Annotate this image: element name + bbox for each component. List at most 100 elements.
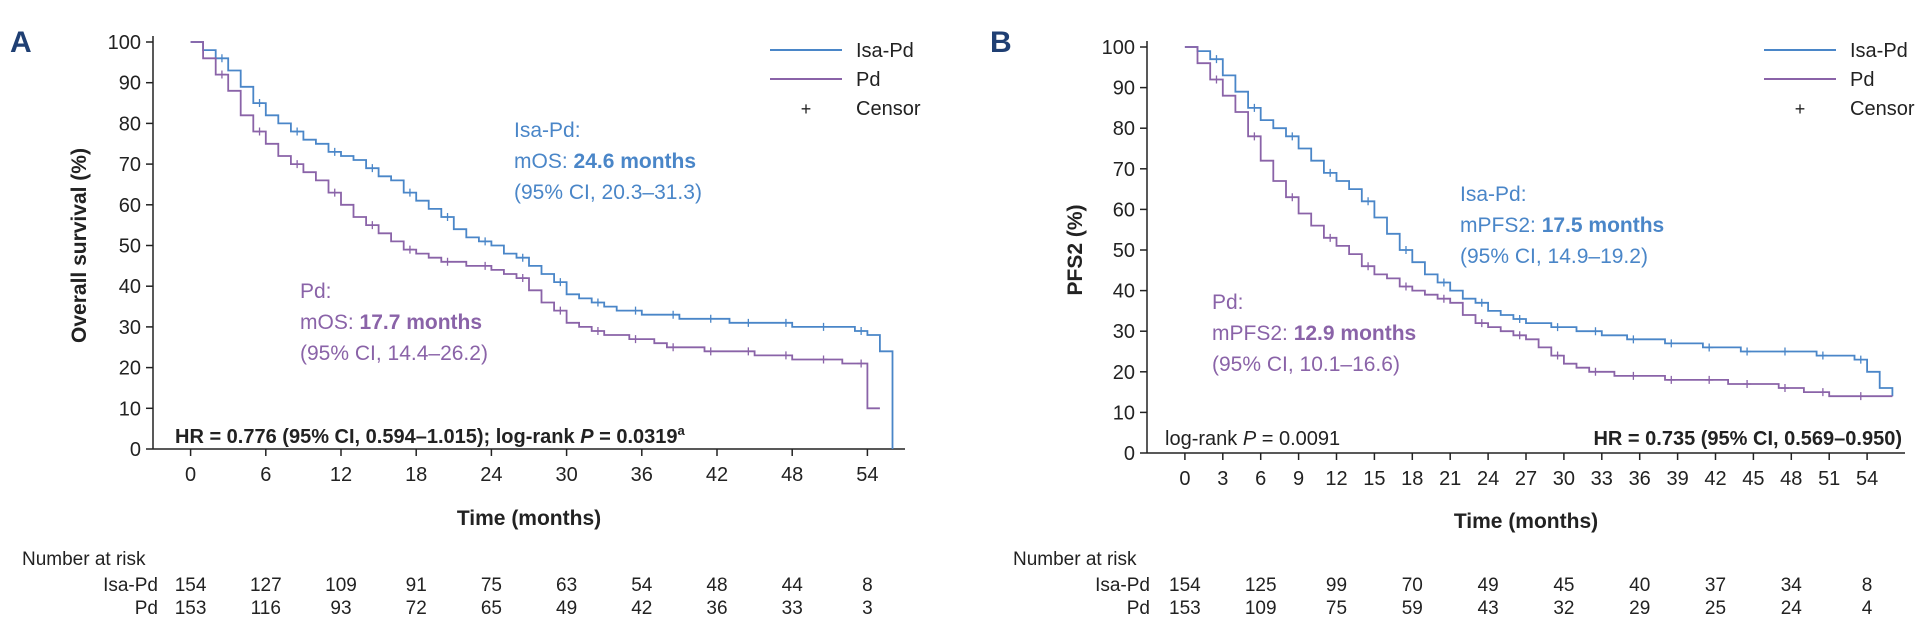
- x-tick-label: 27: [1515, 468, 1537, 490]
- risk-value: 63: [556, 575, 577, 596]
- stat-line-p: P: [580, 426, 594, 448]
- risk-value: 40: [1629, 575, 1650, 596]
- x-tick-label: 6: [260, 464, 271, 486]
- censor-mark: [781, 318, 790, 327]
- x-tick-label: 33: [1591, 468, 1613, 490]
- censor-mark: [481, 237, 490, 246]
- risk-value: 153: [1169, 598, 1201, 617]
- censor-mark: [1856, 392, 1865, 401]
- stat-line-right: = 0.0319: [594, 426, 678, 448]
- x-tick-label: 54: [856, 464, 878, 486]
- y-tick-label: 30: [119, 317, 141, 339]
- x-tick-label: 48: [1780, 468, 1802, 490]
- annotation-median: mOS: 17.7 months: [300, 311, 482, 334]
- censor-mark: [1780, 347, 1789, 356]
- annotation-name: Isa-Pd:: [1460, 183, 1527, 206]
- y-tick-label: 100: [1102, 37, 1135, 59]
- y-tick-label: 0: [1124, 443, 1135, 465]
- y-tick-label: 90: [119, 73, 141, 95]
- legend-label-censor: Censor: [1850, 98, 1915, 120]
- risk-value: 8: [1862, 575, 1873, 596]
- y-tick-label: 20: [119, 358, 141, 380]
- annotation-metric-label: mOS:: [514, 150, 574, 173]
- x-tick-label: 36: [1629, 468, 1651, 490]
- censor-mark: [556, 306, 565, 315]
- x-tick-label: 0: [1179, 468, 1190, 490]
- annotation-ci: (95% CI, 10.1–16.6): [1212, 353, 1400, 376]
- panel-a: A 0 10 20 30 40 50 60 70 80 90 100 0 6 12 18 24 30 36 42 48 5…: [10, 26, 921, 617]
- censor-mark: [481, 261, 490, 270]
- y-tick-label: 0: [130, 439, 141, 461]
- y-tick-label: 70: [119, 154, 141, 176]
- censor-mark: [1477, 298, 1486, 307]
- risk-value: 116: [251, 598, 281, 617]
- x-tick-label: 6: [1255, 468, 1266, 490]
- risk-value: 24: [1781, 598, 1803, 617]
- censor-mark: [1250, 103, 1259, 112]
- series-line-isa-pd: [190, 41, 894, 449]
- x-tick-label: 36: [631, 464, 653, 486]
- x-tick-label: 21: [1439, 468, 1461, 490]
- censor-mark: [1553, 351, 1562, 360]
- risk-value: 59: [1402, 598, 1423, 617]
- censor-mark: [1477, 319, 1486, 328]
- logrank-left: log-rank: [1165, 428, 1243, 450]
- censor-mark: [1553, 323, 1562, 332]
- censor-mark: [744, 347, 753, 356]
- y-tick-label: 40: [1113, 281, 1135, 303]
- censor-mark: [330, 147, 339, 156]
- y-tick-label: 60: [1113, 199, 1135, 221]
- logrank-p: P: [1243, 428, 1257, 450]
- y-tick-label: 70: [1113, 159, 1135, 181]
- x-tick-label: 0: [185, 464, 196, 486]
- risk-value: 99: [1326, 575, 1347, 596]
- x-tick-label: 42: [1704, 468, 1726, 490]
- risk-value: 49: [556, 598, 577, 617]
- censor-mark: [293, 160, 302, 169]
- risk-table-title: Number at risk: [22, 549, 146, 570]
- censor-mark: [593, 298, 602, 307]
- censor-mark: [857, 359, 866, 368]
- censor-mark: [1250, 132, 1259, 141]
- y-tick-label: 10: [119, 398, 141, 420]
- censor-mark: [1401, 282, 1410, 291]
- risk-value: 72: [406, 598, 427, 617]
- risk-row-label: Pd: [1127, 598, 1150, 617]
- annotation-ci: (95% CI, 20.3–31.3): [514, 181, 702, 204]
- censor-mark: [1515, 315, 1524, 324]
- censor-mark: [1705, 343, 1714, 352]
- risk-value: 33: [782, 598, 803, 617]
- risk-table-title: Number at risk: [1013, 549, 1137, 570]
- censor-mark: [669, 343, 678, 352]
- censor-mark: [706, 314, 715, 323]
- risk-value: 36: [706, 598, 727, 617]
- censor-mark: [217, 70, 226, 79]
- censor-mark: [1439, 278, 1448, 287]
- stat-line-left: HR = 0.776 (95% CI, 0.594–1.015); log-ra…: [175, 426, 580, 448]
- censor-mark: [255, 99, 264, 108]
- y-tick-label: 90: [1113, 78, 1135, 100]
- censor-mark: [556, 278, 565, 287]
- legend-label-isa-pd: Isa-Pd: [1850, 40, 1908, 62]
- censor-mark: [1326, 168, 1335, 177]
- censor-mark: [1856, 355, 1865, 364]
- annotation-name: Pd:: [1212, 291, 1244, 314]
- series-line-isa-pd: [1184, 46, 1894, 397]
- risk-value: 154: [1169, 575, 1201, 596]
- risk-value: 49: [1478, 575, 1499, 596]
- censor-mark: [1212, 55, 1221, 64]
- risk-value: 3: [862, 598, 873, 617]
- y-tick-label: 80: [1113, 118, 1135, 140]
- censor-mark: [1401, 246, 1410, 254]
- risk-table: Number at risk Isa-Pd 154 127 109 91 75 63 54 48 4…: [22, 549, 873, 617]
- x-axis-title: Time (months): [457, 507, 601, 530]
- risk-value: 127: [250, 575, 282, 596]
- risk-value: 91: [406, 575, 427, 596]
- x-tick-label: 24: [480, 464, 502, 486]
- x-tick-label: 3: [1217, 468, 1228, 490]
- risk-row-label: Isa-Pd: [1095, 575, 1150, 596]
- y-axis-title: PFS2 (%): [1064, 204, 1087, 295]
- censor-mark: [518, 253, 527, 262]
- censor-mark: [1818, 351, 1827, 360]
